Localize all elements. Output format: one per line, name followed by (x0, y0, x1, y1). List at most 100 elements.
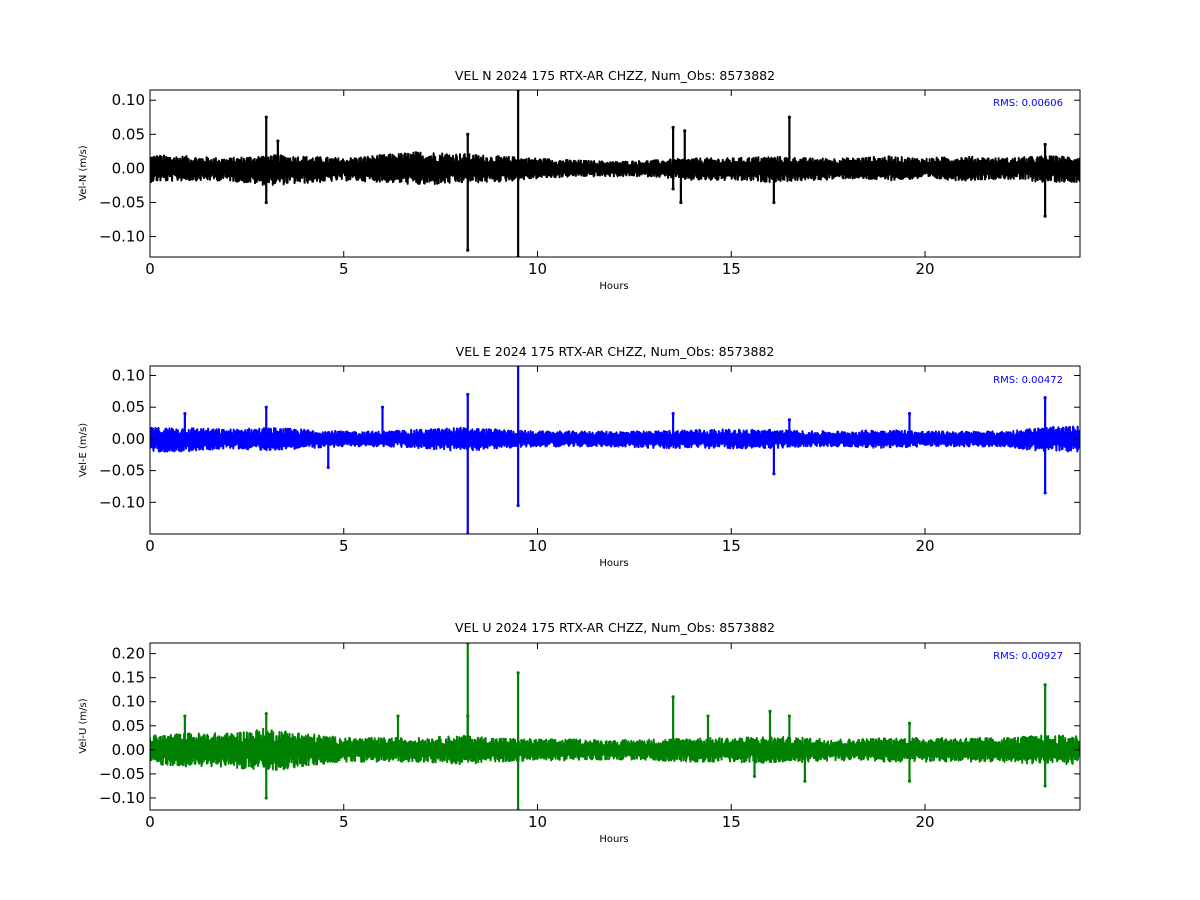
rms-label: RMS: 0.00606 (993, 98, 1063, 109)
panel-vel-n: 0 5 10 15 20 0.10 0.05 0.00 −0.05 −0.10 VEL N 202… (78, 68, 1081, 292)
data-point-marker (1043, 214, 1047, 218)
data-point-marker (466, 392, 470, 397)
x-tick-label: 10 (528, 260, 547, 278)
data-point-marker (679, 200, 683, 205)
y-tick-label: 0.00 (112, 741, 145, 759)
rms-label: RMS: 0.00927 (993, 651, 1063, 662)
x-tick-label: 0 (145, 537, 155, 555)
y-axis-label: Vel-U (m/s) (78, 698, 89, 753)
series-layer (150, 643, 1080, 810)
y-axis-label: Vel-E (m/s) (78, 423, 89, 477)
chart-title: VEL U 2024 175 RTX-AR CHZZ, Num_Obs: 857… (455, 620, 775, 635)
series-line (150, 727, 1080, 771)
data-point-marker (264, 405, 268, 409)
data-point-marker (516, 503, 520, 508)
data-point-marker (380, 405, 385, 409)
data-point-marker (803, 779, 807, 783)
data-point-marker (1043, 142, 1047, 147)
data-point-marker (683, 129, 687, 133)
data-point-marker (466, 248, 470, 252)
y-tick-label: 0.00 (112, 159, 145, 177)
x-tick-label: 5 (339, 537, 349, 555)
y-tick-label: 0.20 (112, 645, 145, 663)
y-axis-label: Vel-N (m/s) (78, 145, 89, 200)
x-tick-label: 20 (915, 537, 934, 555)
data-point-marker (264, 115, 268, 119)
x-tick-label: 20 (915, 813, 934, 831)
data-point-marker (671, 411, 675, 416)
series-layer (150, 366, 1080, 534)
x-tick-label: 5 (339, 260, 349, 278)
data-point-marker (671, 187, 675, 191)
data-point-marker (466, 714, 470, 718)
data-point-marker (326, 465, 330, 470)
data-point-marker (466, 132, 470, 136)
axes-frame (149, 642, 1081, 811)
data-point-marker (752, 774, 757, 778)
data-point-marker (183, 411, 187, 416)
data-point-marker (671, 695, 675, 699)
data-point-marker (671, 125, 675, 130)
y-tick-label: 0.05 (112, 398, 145, 416)
y-tick-label: 0.05 (112, 717, 145, 735)
series-line (150, 425, 1080, 453)
x-tick-label: 15 (722, 260, 741, 278)
data-point-marker (264, 200, 268, 205)
x-tick-label: 0 (145, 260, 155, 278)
series-layer (150, 90, 1080, 257)
data-point-marker (276, 139, 280, 143)
data-point-marker (183, 714, 187, 718)
y-tick-label: 0.00 (112, 430, 145, 448)
y-tick-label: 0.10 (112, 91, 145, 109)
panel-vel-u: 0 5 10 15 20 0.20 0.15 0.10 0.05 0.00 −0.05 −0.10 V… (78, 620, 1081, 845)
data-point-marker (396, 714, 400, 718)
chart-title: VEL E 2024 175 RTX-AR CHZZ, Num_Obs: 857… (456, 344, 775, 359)
data-point-marker (787, 115, 791, 119)
ticks-layer: 0 5 10 15 20 0.10 0.05 0.00 −0.05 −0.10 (99, 366, 1080, 555)
data-point-marker (772, 200, 776, 205)
y-tick-label: 0.10 (112, 693, 145, 711)
axes-frame (149, 365, 1081, 535)
data-point-marker (787, 418, 791, 422)
y-tick-label: −0.10 (99, 228, 145, 246)
y-tick-label: −0.05 (99, 462, 145, 480)
y-tick-label: −0.05 (99, 765, 145, 783)
data-point-marker (907, 779, 912, 783)
data-point-marker (264, 796, 268, 800)
x-tick-label: 20 (915, 260, 934, 278)
data-point-marker (1043, 396, 1047, 400)
chart-title: VEL N 2024 175 RTX-AR CHZZ, Num_Obs: 857… (455, 68, 775, 83)
data-point-marker (907, 721, 912, 725)
x-axis-label: Hours (599, 558, 628, 569)
ticks-layer: 0 5 10 15 20 0.10 0.05 0.00 −0.05 −0.10 (99, 90, 1080, 278)
y-tick-label: −0.10 (99, 789, 145, 807)
data-point-marker (787, 714, 791, 718)
x-tick-label: 10 (528, 537, 547, 555)
data-point-marker (516, 671, 520, 675)
x-tick-label: 0 (145, 813, 155, 831)
rms-label: RMS: 0.00472 (993, 375, 1063, 386)
x-tick-label: 15 (722, 537, 741, 555)
series-line (150, 151, 1080, 186)
axes-frame (149, 89, 1081, 258)
data-point-marker (264, 712, 268, 716)
data-point-marker (706, 714, 710, 718)
x-tick-label: 5 (339, 813, 349, 831)
y-tick-label: 0.15 (112, 669, 145, 687)
y-tick-label: −0.05 (99, 193, 145, 211)
x-tick-label: 10 (528, 813, 547, 831)
x-tick-label: 15 (722, 813, 741, 831)
x-axis-label: Hours (599, 281, 628, 292)
y-tick-label: −0.10 (99, 493, 145, 511)
panel-vel-e: 0 5 10 15 20 0.10 0.05 0.00 −0.05 −0.10 VEL E 202… (78, 344, 1081, 569)
data-point-marker (1043, 491, 1047, 495)
x-axis-label: Hours (599, 834, 628, 845)
y-tick-label: 0.10 (112, 367, 145, 385)
data-point-marker (1043, 683, 1047, 687)
data-point-marker (772, 472, 776, 476)
data-point-marker (907, 411, 912, 416)
y-tick-label: 0.05 (112, 125, 145, 143)
data-point-marker (1043, 784, 1047, 788)
ticks-layer: 0 5 10 15 20 0.20 0.15 0.10 0.05 0.00 −0.05 −0.10 (99, 643, 1080, 831)
